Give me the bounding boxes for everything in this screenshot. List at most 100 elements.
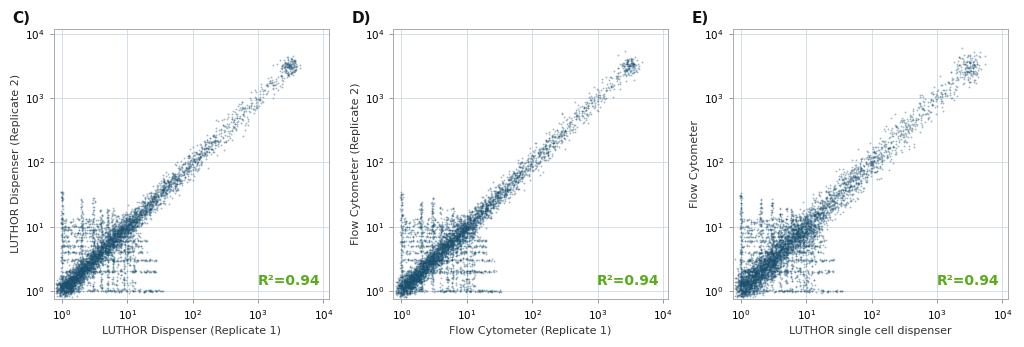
Point	[758, 268, 774, 274]
Point	[434, 244, 451, 250]
Point	[92, 223, 109, 229]
Point	[446, 223, 463, 229]
Point	[411, 278, 427, 284]
Point	[110, 230, 126, 236]
Point	[734, 249, 751, 255]
Point	[478, 192, 495, 197]
Point	[62, 219, 79, 224]
Point	[129, 217, 145, 222]
Point	[471, 238, 487, 244]
Point	[125, 227, 141, 232]
Point	[761, 260, 777, 265]
Point	[53, 225, 70, 231]
Point	[762, 266, 778, 272]
Point	[812, 200, 828, 205]
Point	[784, 229, 801, 235]
Point	[759, 267, 775, 272]
Point	[501, 182, 517, 188]
Point	[80, 252, 96, 257]
Point	[437, 242, 454, 247]
Point	[476, 214, 493, 220]
Point	[407, 274, 423, 280]
Point	[121, 217, 137, 223]
Point	[860, 153, 877, 158]
Point	[394, 289, 411, 295]
Point	[103, 242, 120, 248]
Point	[157, 189, 173, 194]
Point	[765, 272, 781, 278]
Point	[489, 198, 506, 203]
Point	[584, 99, 600, 104]
Point	[733, 207, 750, 212]
Point	[425, 221, 441, 227]
Point	[429, 261, 445, 267]
Point	[753, 230, 769, 235]
Point	[779, 250, 796, 255]
Point	[509, 183, 525, 188]
Point	[85, 249, 101, 254]
Point	[425, 256, 441, 262]
Point	[73, 220, 89, 226]
Point	[71, 278, 87, 284]
Point	[466, 234, 482, 240]
Point	[769, 256, 785, 261]
Point	[75, 265, 91, 270]
Point	[529, 150, 546, 155]
Point	[787, 236, 804, 241]
Point	[412, 219, 428, 225]
Point	[537, 149, 553, 154]
Point	[427, 260, 443, 265]
Point	[402, 279, 419, 284]
Point	[69, 272, 85, 278]
Point	[388, 292, 404, 298]
Point	[95, 242, 112, 247]
Point	[163, 179, 179, 184]
Point	[518, 166, 535, 171]
Point	[592, 104, 608, 110]
Point	[418, 277, 434, 283]
Point	[481, 257, 498, 263]
Point	[404, 273, 421, 279]
Point	[499, 186, 515, 192]
Point	[783, 232, 800, 238]
Point	[445, 244, 462, 250]
Point	[768, 265, 784, 271]
Point	[853, 166, 869, 171]
Point	[423, 257, 439, 263]
Point	[445, 223, 462, 228]
Point	[454, 229, 470, 235]
Point	[732, 200, 749, 206]
Point	[94, 225, 111, 230]
Point	[472, 238, 488, 243]
Point	[53, 257, 70, 263]
Point	[535, 169, 551, 175]
Point	[793, 254, 809, 259]
Point	[756, 265, 772, 271]
Point	[461, 218, 477, 224]
Point	[393, 232, 410, 238]
Point	[737, 238, 754, 244]
Point	[425, 251, 441, 256]
Point	[87, 221, 103, 227]
Point	[445, 243, 462, 248]
Point	[792, 245, 808, 250]
Point	[395, 290, 412, 296]
Point	[740, 282, 757, 288]
Point	[773, 224, 790, 229]
Point	[575, 104, 592, 110]
Point	[456, 271, 472, 277]
Point	[815, 216, 831, 222]
Point	[62, 289, 79, 295]
Point	[744, 272, 761, 278]
Point	[456, 228, 472, 234]
Point	[741, 278, 758, 283]
Point	[752, 258, 768, 263]
Point	[213, 130, 229, 136]
Point	[410, 229, 426, 235]
Point	[739, 273, 756, 279]
Point	[199, 149, 215, 154]
Point	[52, 293, 69, 298]
Point	[790, 219, 806, 224]
Point	[420, 258, 436, 263]
Point	[631, 64, 647, 69]
